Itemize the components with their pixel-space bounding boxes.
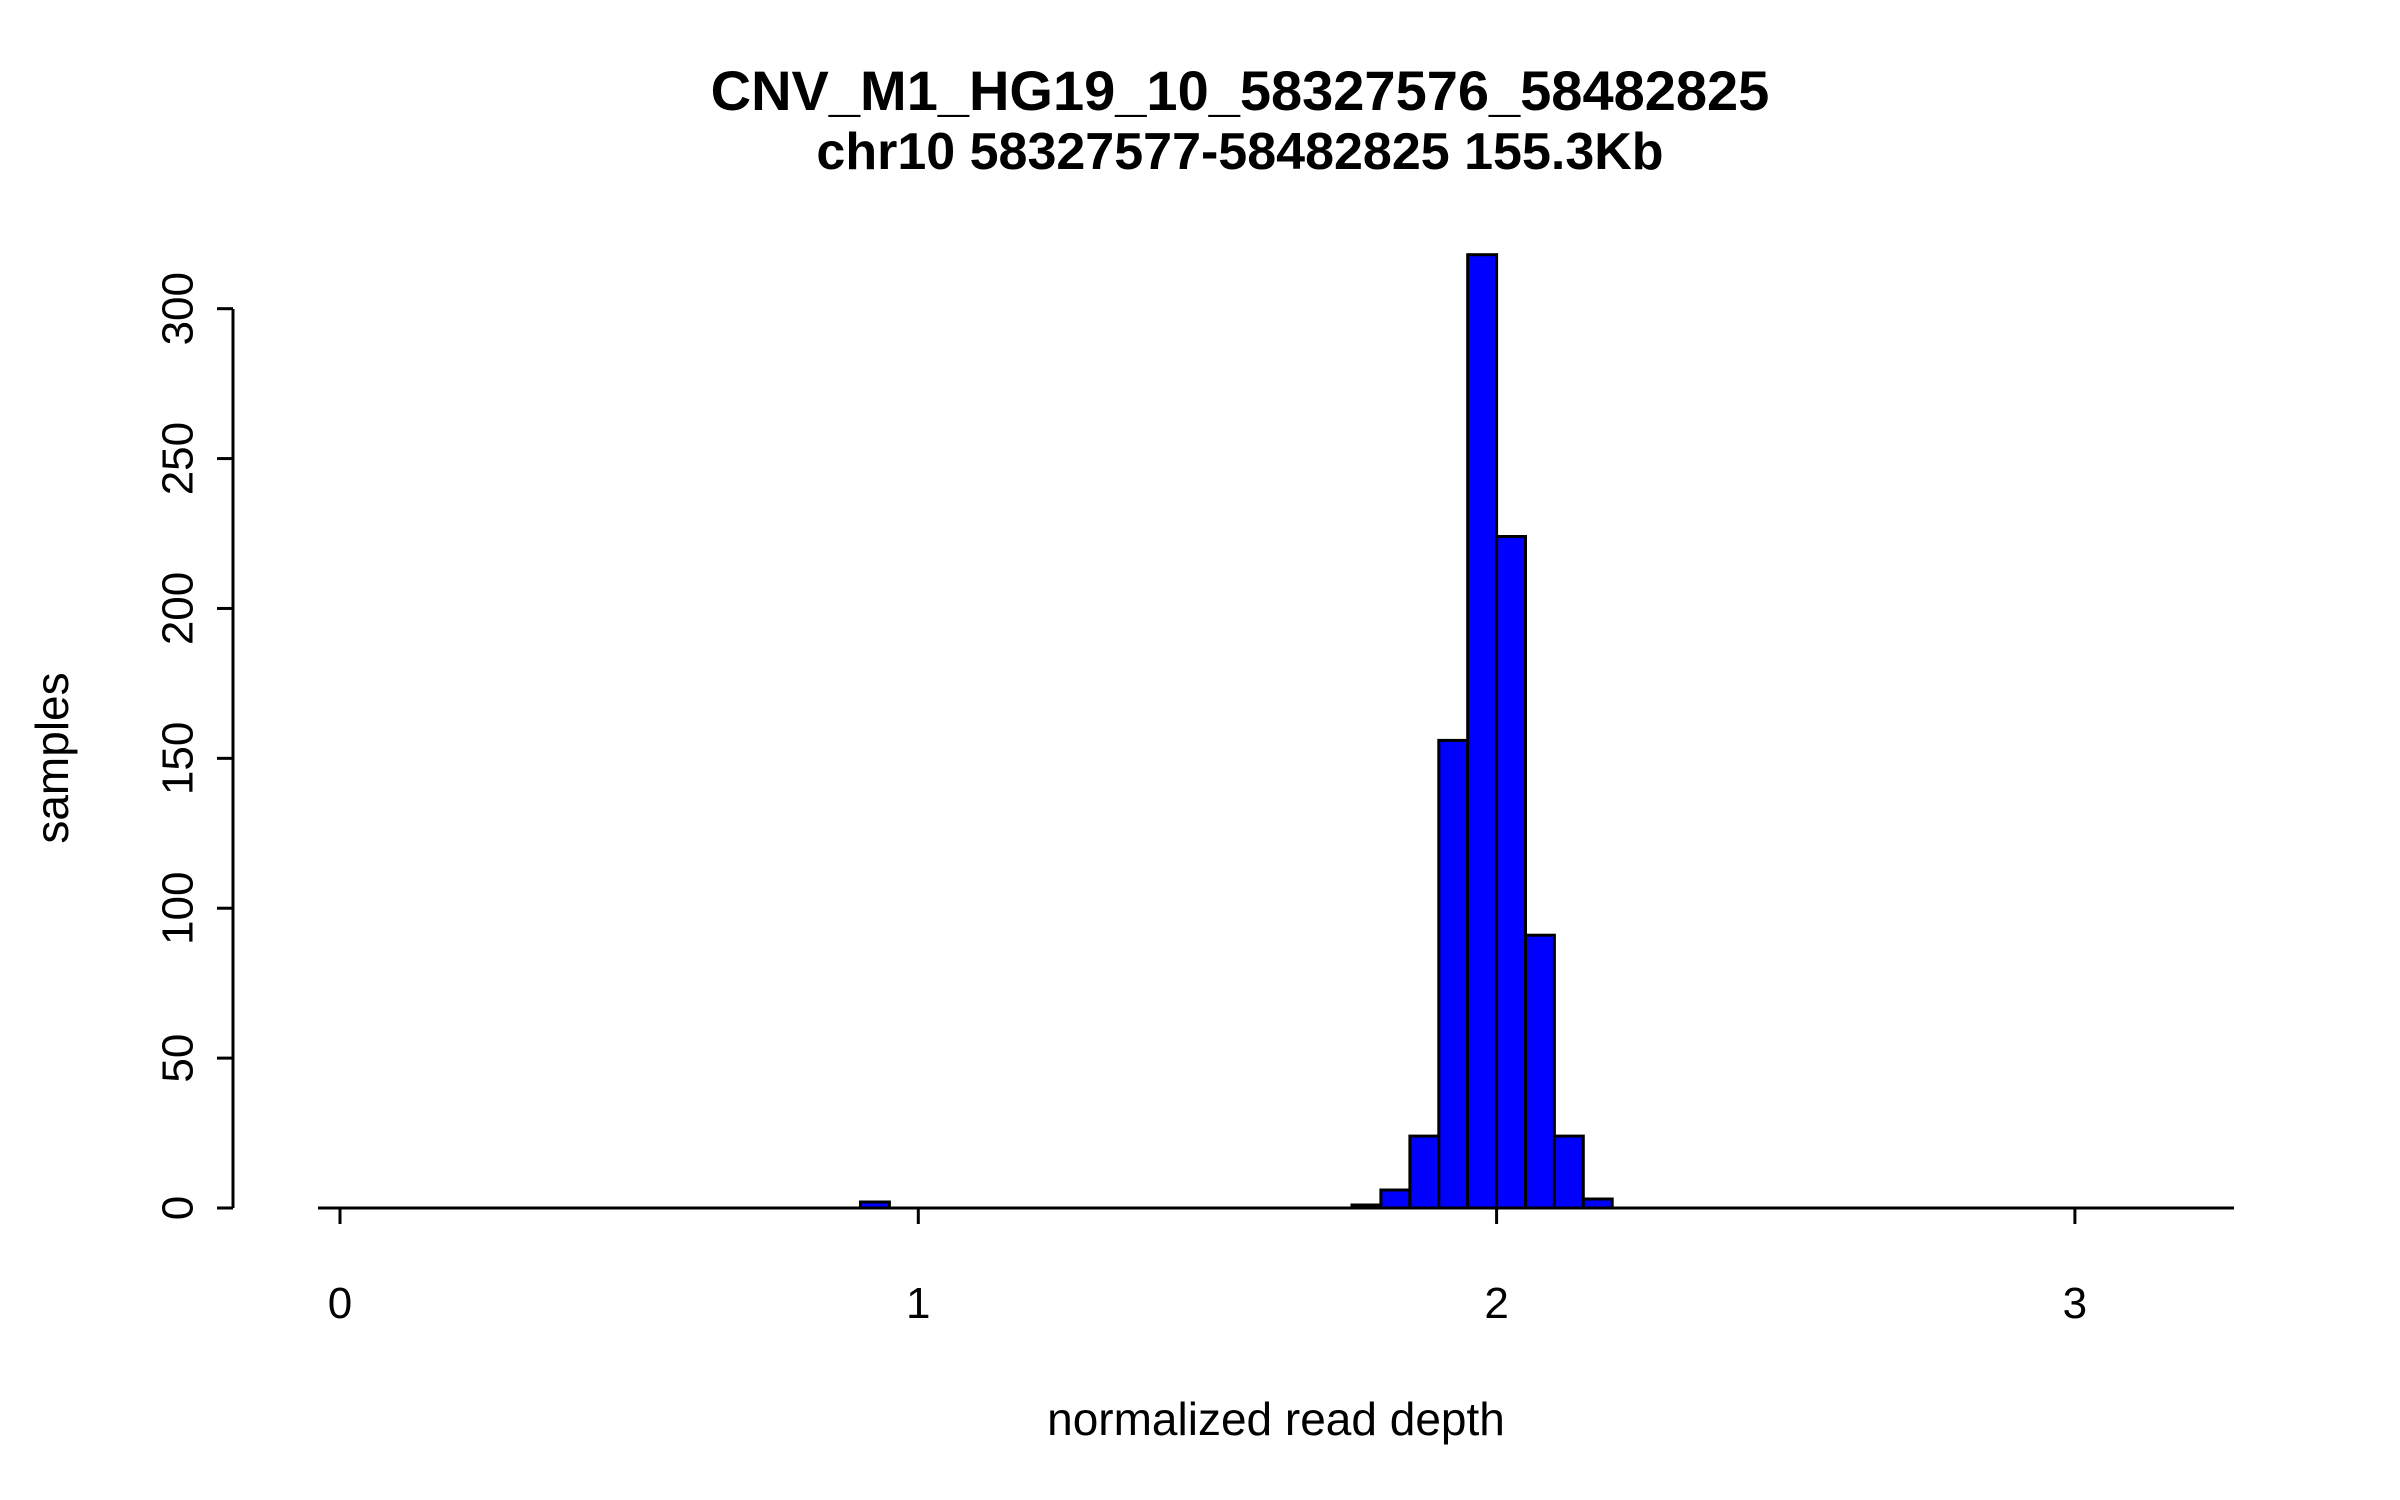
y-tick-label: 150	[154, 722, 203, 795]
histogram-bar	[1379, 1188, 1412, 1210]
x-tick-label: 2	[1484, 1279, 1508, 1328]
x-tick-label: 0	[328, 1279, 352, 1328]
histogram-bar	[1552, 1134, 1585, 1210]
histogram-bar	[1495, 535, 1527, 1210]
histogram-bar	[1437, 738, 1470, 1210]
y-tick-label: 100	[154, 872, 203, 945]
y-tick-label: 50	[154, 1034, 203, 1083]
histogram-bar	[1524, 933, 1556, 1210]
x-tick-label: 1	[906, 1279, 930, 1328]
x-tick-label: 3	[2063, 1279, 2087, 1328]
x-axis-label: normalized read depth	[1047, 1393, 1505, 1445]
y-tick-label: 200	[154, 572, 203, 645]
y-tick-label: 300	[154, 272, 203, 345]
y-tick-label: 0	[154, 1196, 203, 1220]
histogram-bar	[1466, 253, 1499, 1210]
histogram-bar	[1408, 1134, 1441, 1210]
plot-title: CNV_M1_HG19_10_58327576_58482825	[710, 59, 1770, 122]
plot-subtitle: chr10 58327577-58482825 155.3Kb	[816, 123, 1664, 181]
y-tick-label: 250	[154, 422, 203, 495]
y-axis-label: samples	[26, 672, 78, 844]
